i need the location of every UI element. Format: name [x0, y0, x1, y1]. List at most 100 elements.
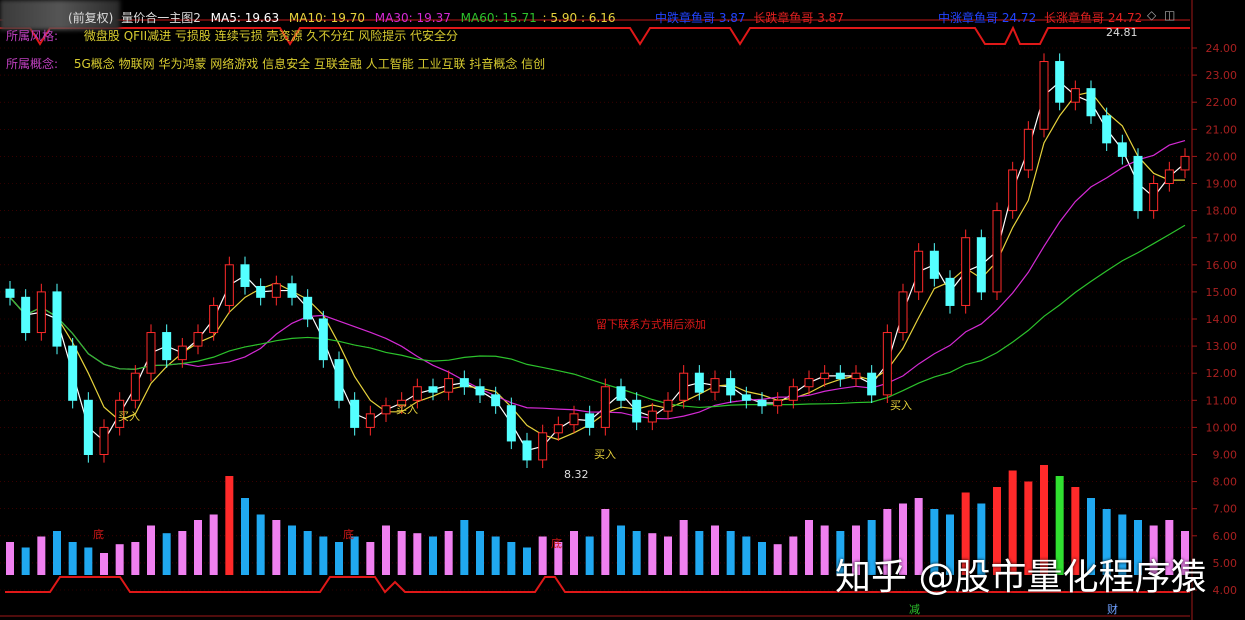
volume-bar: [726, 531, 735, 575]
y-tick-label: 23.00: [1206, 69, 1238, 82]
watermark: 知乎 @股市量化程序猿: [835, 557, 1207, 598]
volume-bar: [21, 547, 30, 575]
volume-bar: [773, 544, 782, 575]
candle-down: [757, 399, 767, 407]
style-text: 微盘股 QFII减进 亏损股 连续亏损 壳资源 久不分红 风险提示 代安全分: [83, 29, 459, 43]
candle-down: [741, 394, 751, 401]
volume-bar: [1149, 525, 1158, 575]
candle-down: [616, 386, 626, 401]
candle-down: [867, 372, 877, 396]
header-row: (前复权) 量价合一主图2 MA5: 19.63 MA10: 19.70 MA3…: [68, 9, 616, 26]
bottom-signal: 底: [343, 528, 354, 541]
volume-bar: [585, 536, 594, 575]
candle-up: [444, 378, 454, 393]
candle-down: [350, 399, 360, 428]
candle-up: [177, 345, 187, 361]
volume-bar: [679, 520, 688, 575]
candle-up: [271, 283, 281, 298]
candle-down: [632, 399, 642, 423]
volume-bar: [115, 544, 124, 575]
candle-up: [679, 372, 689, 401]
y-tick-label: 24.00: [1206, 42, 1238, 55]
candle-up: [820, 372, 830, 380]
ma10-value: MA10: 19.70: [288, 11, 365, 25]
volume-bar: [1165, 520, 1174, 575]
y-tick-label: 17.00: [1206, 232, 1238, 245]
volume-bar: [617, 525, 625, 575]
volume-bar: [209, 514, 218, 575]
volume-bar: [194, 520, 202, 575]
volume-bar: [476, 531, 484, 575]
y-tick-label: 9.00: [1213, 449, 1238, 462]
bottom-signal: 底: [551, 537, 562, 550]
volume-bar: [820, 525, 829, 575]
volume-bar: [977, 503, 986, 575]
volume-bar: [993, 487, 1001, 575]
volume-bar: [554, 542, 563, 575]
candle-down: [1133, 155, 1143, 212]
volume-bar: [789, 536, 798, 575]
diamond-icon[interactable]: ◇: [1147, 8, 1157, 22]
volume-bar: [460, 520, 469, 575]
candle-down: [1102, 115, 1112, 144]
fq-label[interactable]: (前复权): [68, 11, 114, 25]
y-tick-label: 7.00: [1213, 503, 1238, 516]
indicator-name[interactable]: 量价合一主图2: [121, 11, 201, 25]
mid-up-value: 24.72: [1001, 11, 1037, 25]
candle-down: [694, 372, 704, 393]
candle-down: [976, 237, 986, 293]
volume-bar: [491, 536, 500, 575]
candle-up: [224, 264, 234, 306]
candle-down: [5, 288, 15, 298]
candle-up: [914, 250, 924, 293]
ma10-line: [9, 91, 1185, 441]
ma60-line: [9, 224, 1186, 409]
volume-bar: [946, 514, 954, 575]
volume-bar: [1040, 465, 1048, 575]
volume-bar: [6, 542, 14, 575]
candle-down: [68, 345, 78, 401]
volume-bar: [131, 542, 140, 575]
candle-down: [1117, 142, 1127, 157]
candle-up: [804, 378, 814, 388]
volume-bar: [288, 525, 296, 575]
volume-bar: [272, 520, 281, 575]
volume-bar: [538, 536, 547, 575]
volume-bar: [335, 542, 343, 575]
y-tick-label: 22.00: [1206, 96, 1238, 109]
volume-bar: [1087, 498, 1095, 575]
panel-toggle-icon[interactable]: ◫: [1164, 8, 1176, 22]
volume-bar: [413, 533, 422, 575]
volume-bar: [147, 525, 155, 575]
candle-down: [162, 332, 172, 361]
y-tick-label: 19.00: [1206, 178, 1238, 191]
volume-bar: [1071, 487, 1080, 575]
candle-up: [130, 372, 140, 401]
candle-down: [428, 386, 438, 393]
concept-label: 所属概念:: [6, 57, 59, 71]
volume-bar: [570, 531, 578, 575]
candle-down: [21, 296, 31, 334]
up-labels: 中涨章鱼哥 24.72 长涨章鱼哥 24.72: [938, 9, 1142, 26]
y-tick-label: 4.00: [1213, 584, 1238, 597]
candle-up: [381, 405, 391, 415]
candle-up: [569, 413, 579, 426]
candle-down: [52, 291, 62, 347]
candle-up: [412, 386, 422, 401]
volume-bar: [1134, 520, 1142, 575]
candle-down: [1086, 88, 1096, 117]
candle-down: [240, 264, 250, 287]
candle-down: [334, 359, 344, 401]
buy-signal: 买入: [890, 399, 912, 412]
volume-bar: [84, 547, 93, 575]
candle-up: [397, 399, 407, 407]
volume-bar: [867, 520, 876, 575]
candle-down: [303, 296, 313, 320]
candle-up: [600, 386, 610, 428]
volume-bar: [914, 498, 923, 575]
mid-down-value: 3.87: [718, 11, 746, 25]
style-label: 所属风格:: [6, 29, 59, 43]
volume-bar: [805, 520, 813, 575]
ma30-line: [9, 140, 1186, 420]
